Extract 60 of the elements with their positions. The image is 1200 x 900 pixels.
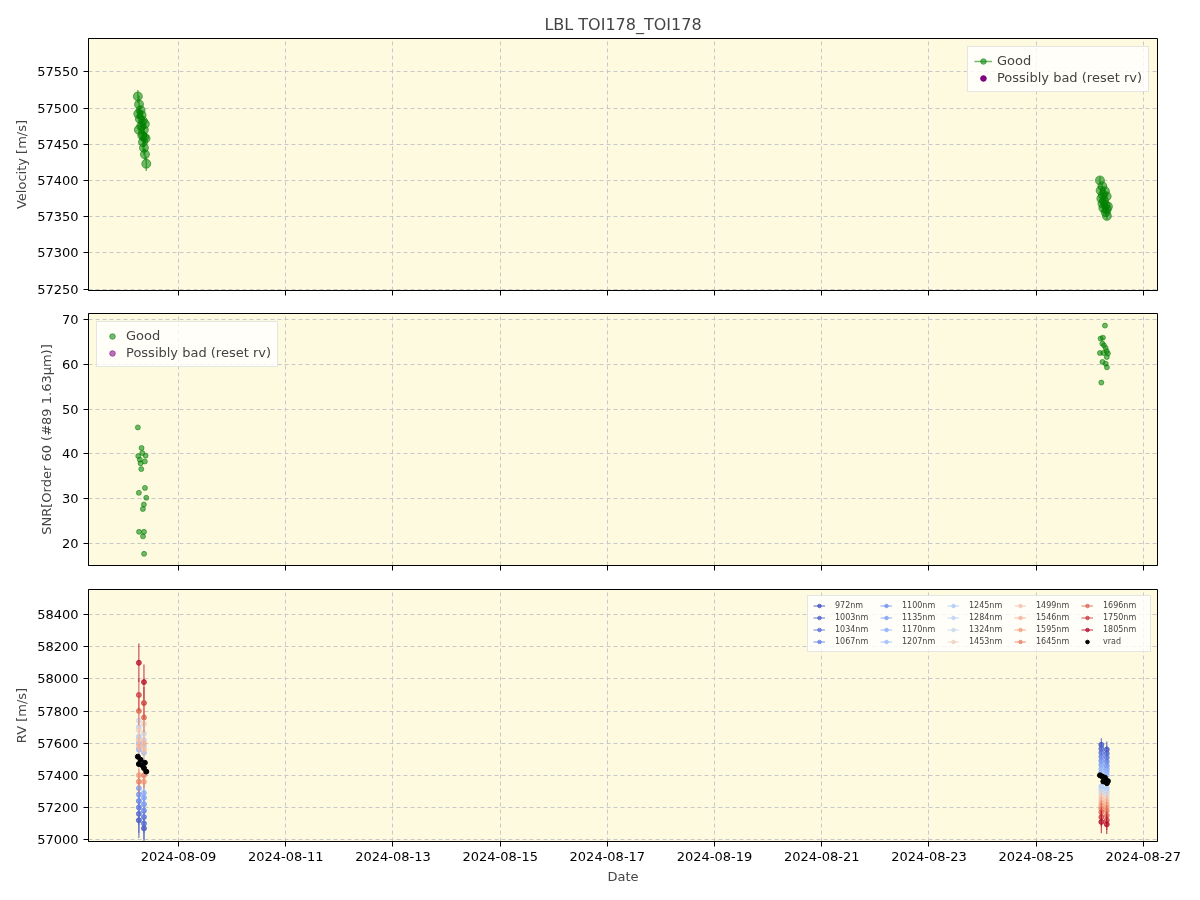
legend-label: 1453nm — [969, 637, 1004, 646]
legend-label: 1696nm — [1103, 601, 1138, 610]
x-tick-label: 2024-08-09 — [140, 848, 217, 864]
y-tick-label: 57600 — [37, 735, 79, 751]
y-tick-label: 57800 — [37, 703, 79, 719]
y-tick-label: 57350 — [37, 209, 79, 225]
legend-label: 1245nm — [969, 601, 1004, 610]
legend-label: 1645nm — [1036, 637, 1071, 646]
x-axis-title: Date — [607, 868, 639, 884]
y-tick-label: 57400 — [37, 767, 79, 783]
legend-label: 1324nm — [969, 625, 1004, 634]
legend-label: Possibly bad (reset rv) — [996, 70, 1142, 85]
legend-label: 1034nm — [835, 625, 870, 634]
x-tick-label: 2024-08-19 — [676, 848, 753, 864]
legend-label: Good — [126, 328, 161, 343]
y-tick-label: 40 — [61, 446, 79, 462]
legend-label: 1003nm — [835, 613, 870, 622]
legend-label: vrad — [1103, 637, 1122, 646]
legend-label: Good — [996, 53, 1032, 68]
x-tick-label: 2024-08-13 — [355, 848, 431, 864]
legend-label: 1207nm — [902, 637, 937, 646]
y-tick-label: 58400 — [37, 607, 79, 623]
legend-label: 1100nm — [902, 601, 937, 610]
y-tick-label: 20 — [61, 536, 79, 552]
legend-label: 1067nm — [835, 637, 870, 646]
x-tick-label: 2024-08-11 — [248, 848, 324, 864]
y-axis-title: SNR[Order 60 (#89 1.63μm)] — [38, 344, 54, 535]
legend-label: 1499nm — [1036, 601, 1071, 610]
y-axis-title: Velocity [m/s] — [14, 119, 30, 210]
y-tick-label: 57200 — [37, 799, 79, 815]
legend-label: 1546nm — [1036, 613, 1071, 622]
legend-label: 1170nm — [902, 625, 937, 634]
legend-label: 1595nm — [1036, 625, 1071, 634]
x-tick-label: 2024-08-27 — [1105, 848, 1182, 864]
y-tick-label: 30 — [61, 491, 79, 507]
legend-label: 1805nm — [1103, 625, 1138, 634]
y-tick-label: 58000 — [37, 671, 79, 687]
y-tick-label: 57250 — [37, 281, 79, 297]
x-tick-label: 2024-08-17 — [569, 848, 646, 864]
legend-label: Possibly bad (reset rv) — [126, 345, 272, 360]
legend-label: 1284nm — [969, 613, 1004, 622]
x-tick-label: 2024-08-21 — [783, 848, 860, 864]
y-axis-title: RV [m/s] — [14, 687, 30, 744]
y-tick-label: 50 — [61, 401, 79, 417]
y-tick-label: 57400 — [37, 172, 79, 188]
y-tick-label: 70 — [61, 311, 79, 327]
legend-label: 1135nm — [902, 613, 937, 622]
x-tick-label: 2024-08-23 — [891, 848, 967, 864]
y-tick-label: 57300 — [37, 245, 79, 261]
chart-title: LBL TOI178_TOI178 — [544, 14, 702, 35]
y-tick-label: 58200 — [37, 639, 79, 655]
x-tick-label: 2024-08-25 — [998, 848, 1074, 864]
x-tick-label: 2024-08-15 — [462, 848, 538, 864]
legend-label: 972nm — [835, 601, 865, 610]
y-tick-label: 57500 — [37, 100, 79, 116]
y-tick-label: 57450 — [37, 136, 79, 152]
y-tick-label: 57550 — [37, 64, 79, 80]
y-tick-label: 57000 — [37, 832, 79, 848]
y-tick-label: 60 — [61, 356, 79, 372]
legend-label: 1750nm — [1103, 613, 1138, 622]
